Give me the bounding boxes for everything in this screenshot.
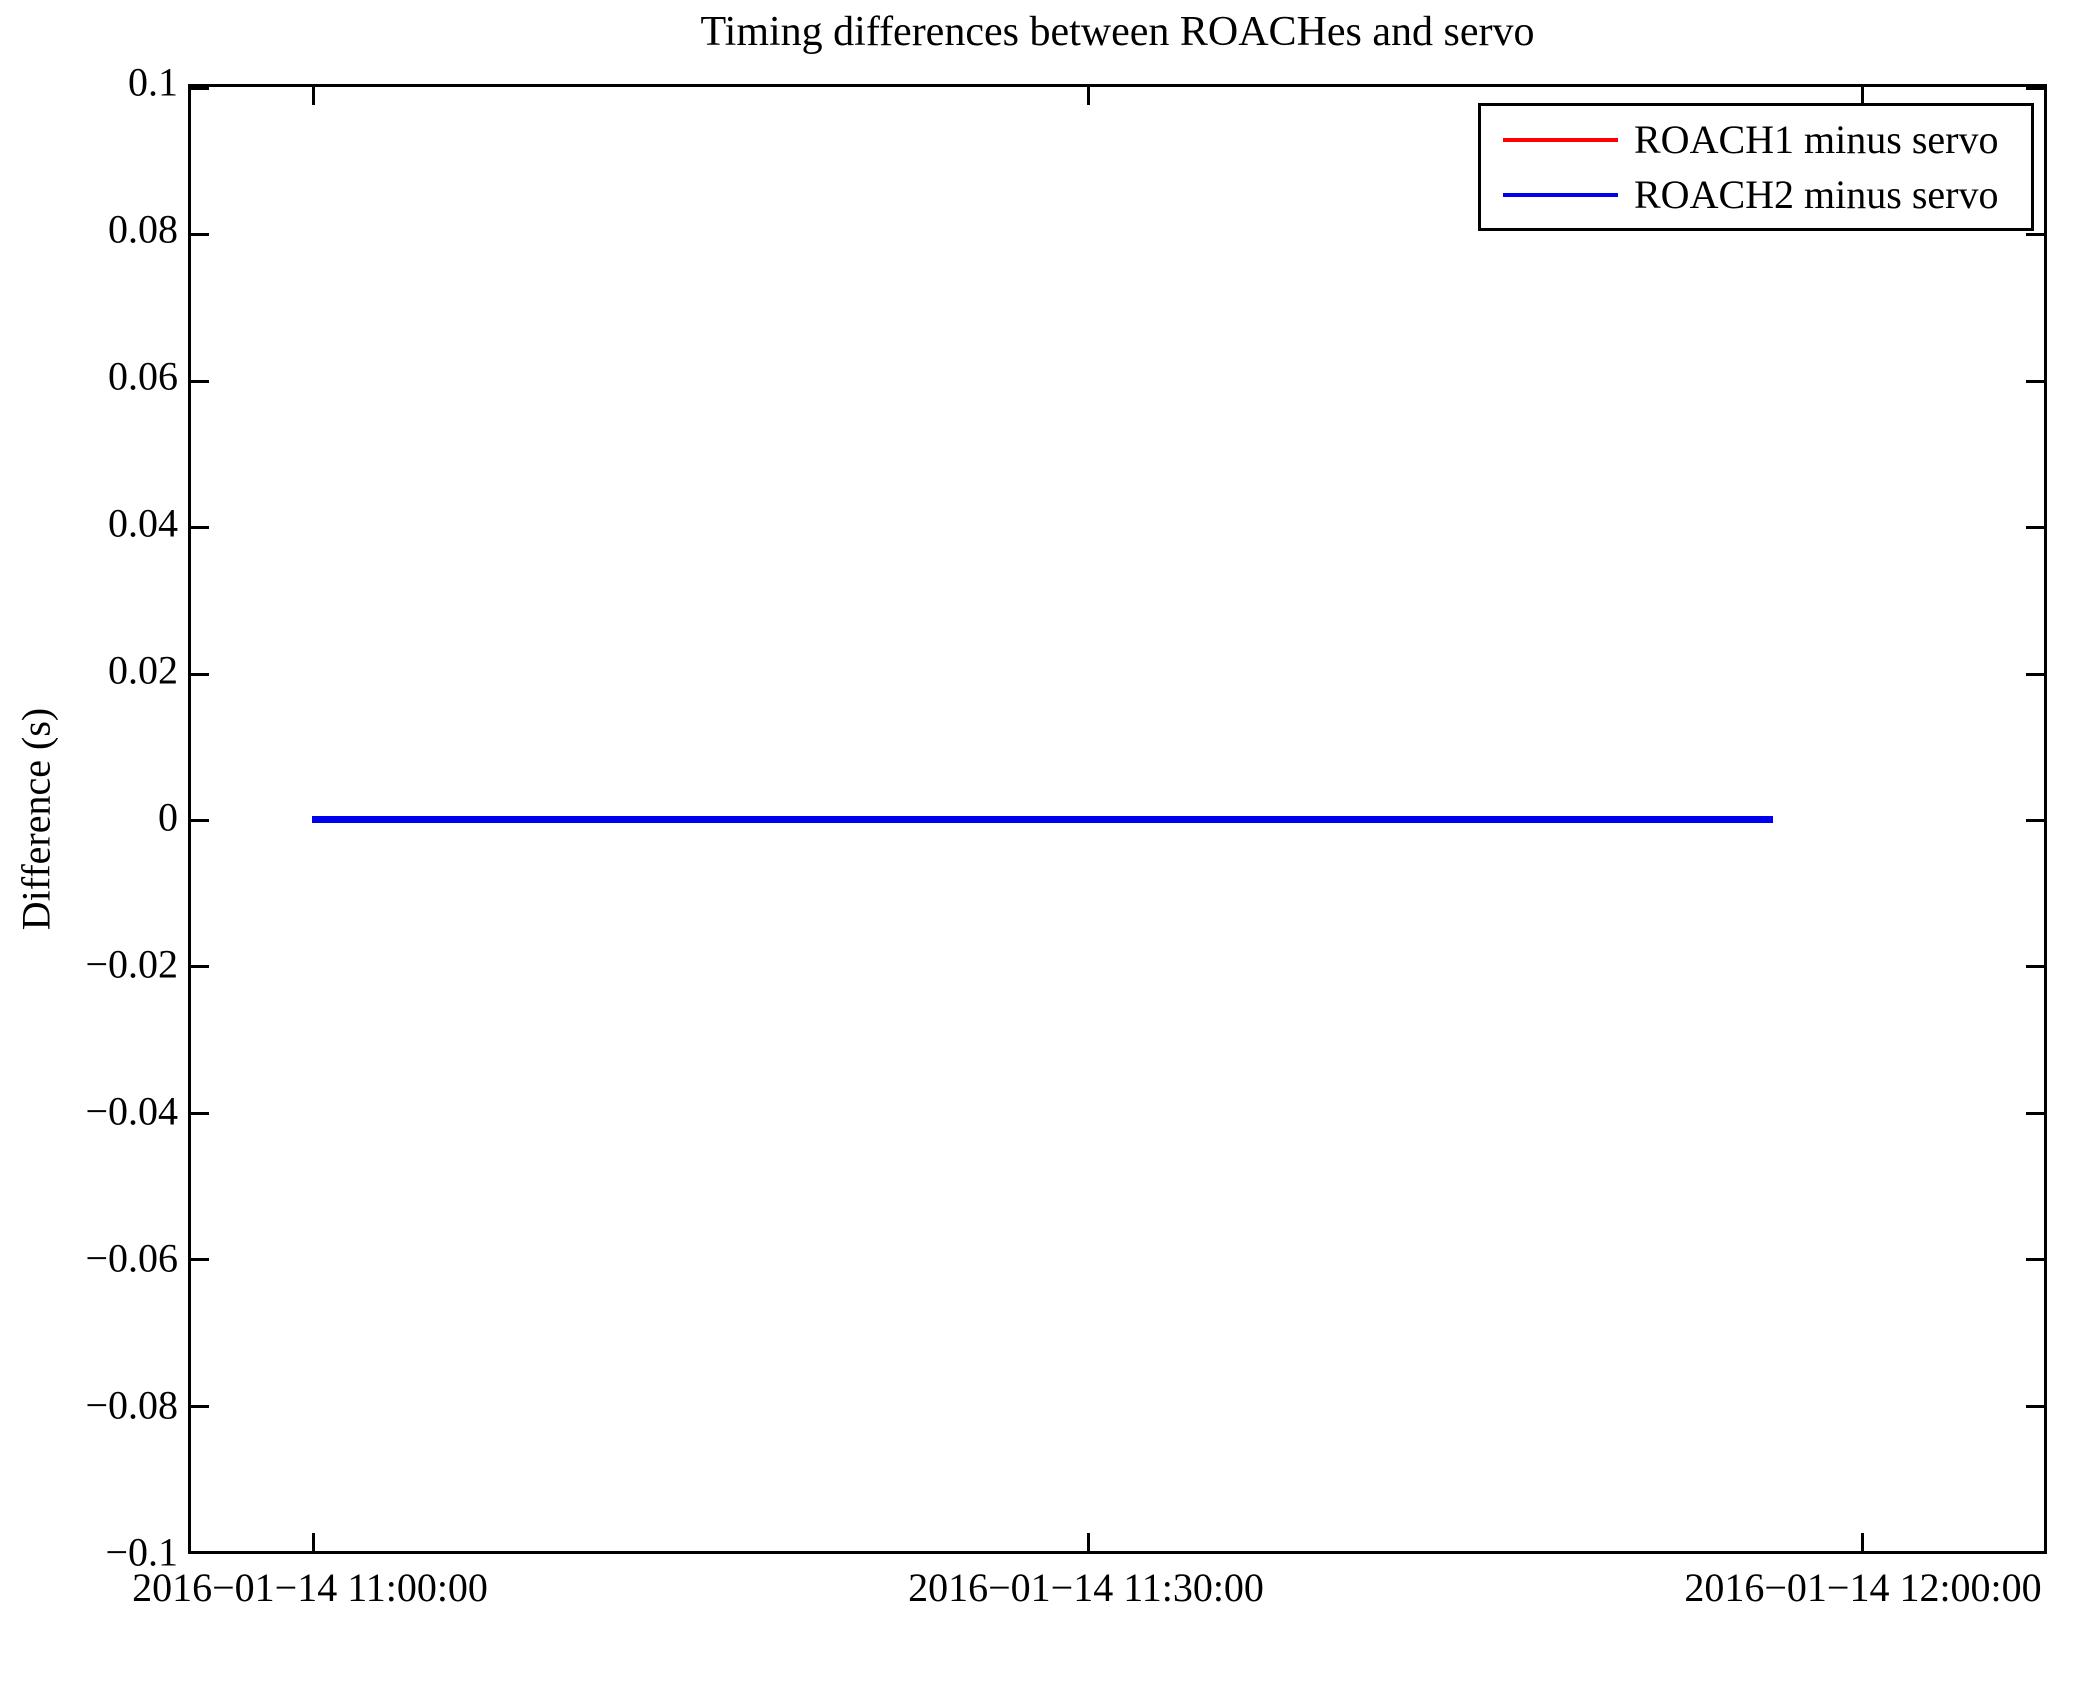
y-tick-mark-right bbox=[2026, 1112, 2044, 1115]
x-tick-label: 2016−01−14 11:00:00 bbox=[132, 1565, 488, 1610]
y-tick-mark-left bbox=[191, 673, 209, 676]
y-tick-mark-right bbox=[2026, 819, 2044, 822]
x-tick-mark-top bbox=[1087, 87, 1090, 105]
y-tick-label: −0.08 bbox=[85, 1382, 178, 1428]
x-tick-label: 2016−01−14 12:00:00 bbox=[1684, 1565, 2042, 1610]
y-tick-mark-right bbox=[2026, 526, 2044, 529]
legend-entry: ROACH1 minus servo bbox=[1481, 112, 2031, 167]
x-tick-mark-top bbox=[312, 87, 315, 105]
y-tick-label: −0.1 bbox=[105, 1529, 178, 1575]
y-tick-mark-left bbox=[191, 526, 209, 529]
y-tick-mark-left bbox=[191, 380, 209, 383]
y-tick-label: −0.04 bbox=[85, 1088, 178, 1134]
y-tick-mark-right bbox=[2026, 1551, 2044, 1554]
y-tick-label: 0.08 bbox=[108, 206, 178, 252]
plot-area: ROACH1 minus servo ROACH2 minus servo bbox=[188, 84, 2047, 1554]
y-tick-label: 0.02 bbox=[108, 647, 178, 693]
legend-label-roach1: ROACH1 minus servo bbox=[1634, 117, 1999, 162]
y-tick-mark-right bbox=[2026, 673, 2044, 676]
x-tick-mark-bottom bbox=[312, 1533, 315, 1551]
series-line-roach2 bbox=[312, 816, 1773, 823]
x-tick-mark-top bbox=[1861, 87, 1864, 105]
legend: ROACH1 minus servo ROACH2 minus servo bbox=[1478, 103, 2034, 231]
y-tick-label: 0.1 bbox=[128, 59, 178, 105]
legend-label-roach2: ROACH2 minus servo bbox=[1634, 172, 1999, 217]
legend-line-sample-roach2 bbox=[1503, 192, 1618, 197]
x-tick-mark-bottom bbox=[1861, 1533, 1864, 1551]
y-tick-mark-right bbox=[2026, 87, 2044, 90]
y-tick-mark-right bbox=[2026, 1405, 2044, 1408]
y-axis-label: Difference (s) bbox=[13, 707, 59, 931]
y-tick-mark-right bbox=[2026, 380, 2044, 383]
legend-line-sample-roach1 bbox=[1503, 137, 1618, 142]
y-tick-mark-right bbox=[2026, 1258, 2044, 1261]
y-tick-label: 0 bbox=[158, 794, 178, 840]
y-tick-mark-left bbox=[191, 87, 209, 90]
x-tick-mark-bottom bbox=[1087, 1533, 1090, 1551]
y-tick-label: −0.06 bbox=[85, 1235, 178, 1281]
y-tick-mark-left bbox=[191, 1112, 209, 1115]
y-tick-mark-left bbox=[191, 233, 209, 236]
y-tick-mark-right bbox=[2026, 233, 2044, 236]
y-tick-mark-right bbox=[2026, 965, 2044, 968]
y-tick-mark-left bbox=[191, 1551, 209, 1554]
y-tick-mark-left bbox=[191, 1258, 209, 1261]
legend-entry: ROACH2 minus servo bbox=[1481, 167, 2031, 222]
x-tick-label: 2016−01−14 11:30:00 bbox=[908, 1565, 1264, 1610]
chart-title: Timing differences between ROACHes and s… bbox=[700, 9, 1535, 55]
y-tick-label: 0.04 bbox=[108, 500, 178, 546]
y-tick-mark-left bbox=[191, 965, 209, 968]
y-tick-label: −0.02 bbox=[85, 941, 178, 987]
y-tick-mark-left bbox=[191, 819, 209, 822]
y-tick-label: 0.06 bbox=[108, 353, 178, 399]
y-tick-mark-left bbox=[191, 1405, 209, 1408]
